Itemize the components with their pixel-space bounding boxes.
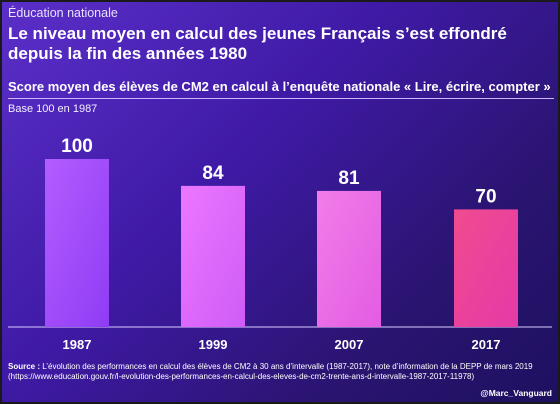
kicker: Éducation nationale bbox=[8, 6, 118, 20]
x-tick-1999: 1999 bbox=[199, 337, 228, 352]
x-tick-2017: 2017 bbox=[472, 337, 501, 352]
x-tick-2007: 2007 bbox=[335, 337, 364, 352]
chart-title: Le niveau moyen en calcul des jeunes Fra… bbox=[8, 24, 507, 63]
bar-1987 bbox=[45, 159, 109, 327]
value-label-1999: 84 bbox=[202, 163, 224, 184]
bar-2007 bbox=[317, 190, 381, 327]
bar-2017 bbox=[454, 209, 518, 327]
chart-subtitle: Score moyen des élèves de CM2 en calcul … bbox=[8, 79, 551, 94]
source-label: Source : bbox=[8, 362, 41, 371]
source-text: L’évolution des performances en calcul d… bbox=[8, 362, 533, 381]
author-handle: @Marc_Vanguard bbox=[480, 388, 552, 398]
subtitle-divider bbox=[8, 98, 554, 99]
value-label-2007: 81 bbox=[338, 168, 360, 189]
x-tick-1987: 1987 bbox=[63, 337, 92, 352]
value-label-1987: 100 bbox=[61, 136, 93, 157]
value-label-2017: 70 bbox=[475, 186, 496, 207]
bar-1999 bbox=[181, 185, 245, 327]
base-note: Base 100 en 1987 bbox=[8, 103, 98, 115]
source-note: Source : L’évolution des performances en… bbox=[8, 362, 554, 382]
